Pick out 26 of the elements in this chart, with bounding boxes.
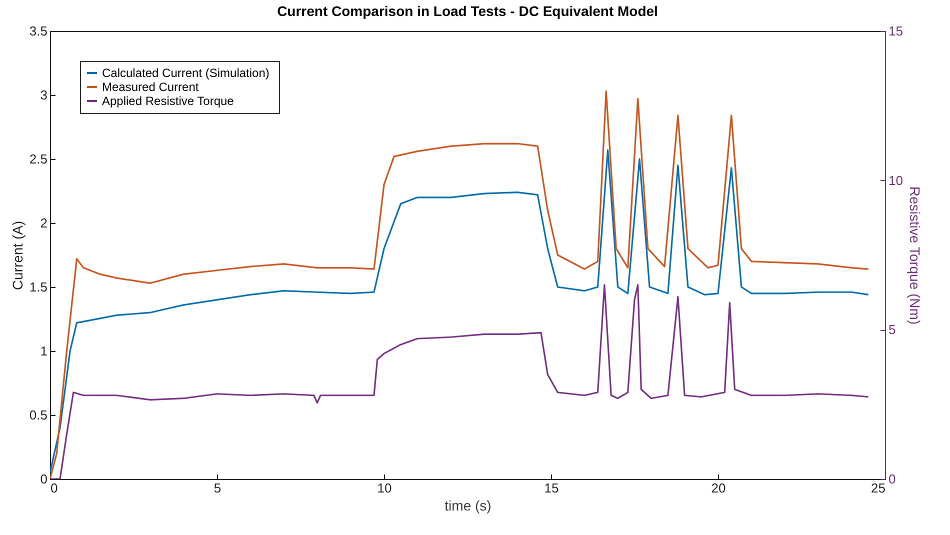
- y-tick-label: 1.5: [29, 280, 48, 294]
- legend-label: Calculated Current (Simulation): [102, 66, 270, 80]
- y-tick-label: 2.5: [29, 152, 48, 166]
- x-tick-label: 15: [544, 480, 559, 496]
- y-tick-label: 1: [40, 344, 48, 358]
- y2-tick-label: 10: [888, 172, 903, 188]
- x-tick-label: 20: [711, 480, 726, 496]
- x-tick-label: 0: [50, 480, 58, 496]
- x-tick-label: 5: [214, 480, 222, 496]
- legend-label: Applied Resistive Torque: [102, 94, 234, 108]
- y-tick-label: 0.5: [29, 408, 48, 422]
- y-tick-label: 3.5: [29, 24, 48, 38]
- line-series: [50, 90, 870, 479]
- y2-tick-label: 15: [888, 24, 903, 38]
- y-tick-label: 3: [40, 88, 48, 102]
- line-series: [50, 149, 870, 474]
- legend-label: Measured Current: [102, 80, 200, 94]
- y-tick-label: 2: [40, 216, 48, 230]
- y2-axis-title: Resistive Torque (Nm): [906, 186, 923, 325]
- x-tick-label: 25: [871, 480, 886, 496]
- y-axis-title: Current (A): [9, 220, 26, 290]
- line-series: [50, 284, 870, 479]
- chart-title: Current Comparison in Load Tests - DC Equivalent Model: [277, 3, 658, 19]
- x-tick-label: 10: [377, 480, 392, 496]
- x-axis-title: time (s): [444, 498, 492, 514]
- y2-tick-label: 5: [888, 322, 896, 338]
